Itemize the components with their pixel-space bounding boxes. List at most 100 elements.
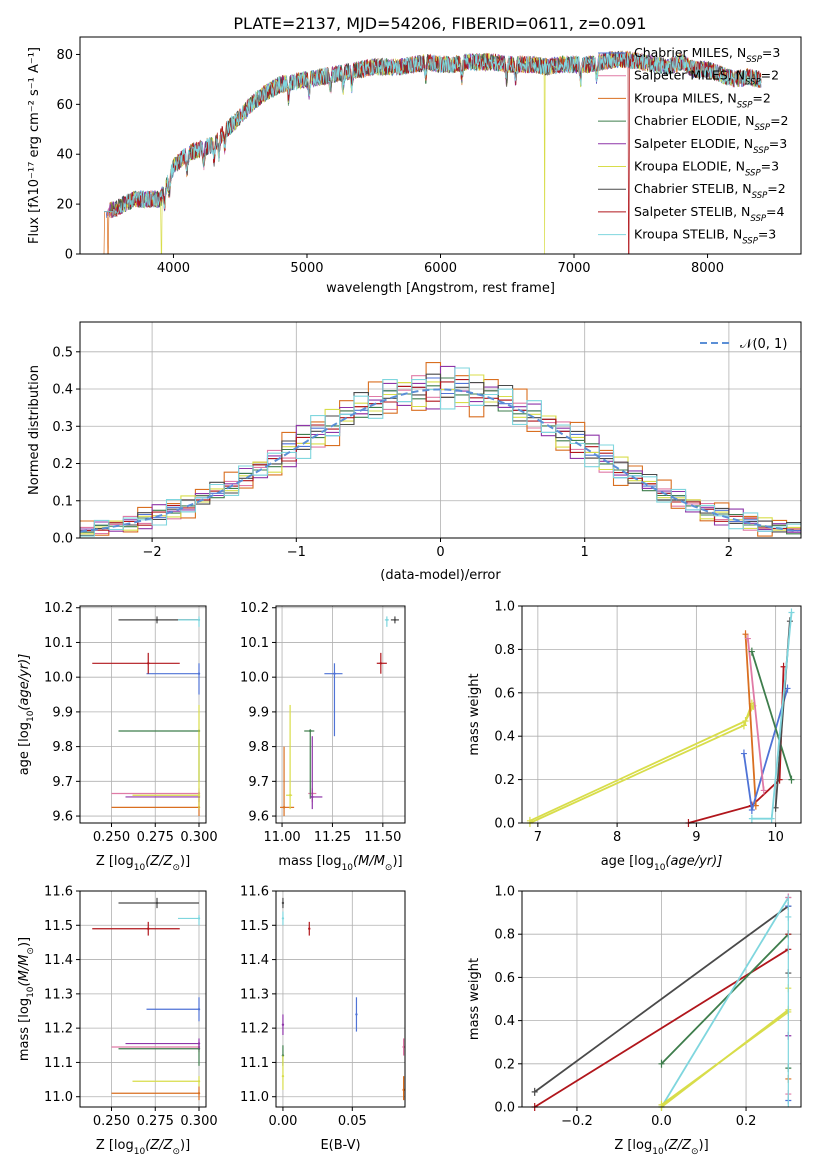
weight_vs_Z-frame bbox=[521, 890, 802, 1108]
spectrum-ytick-label: 0 bbox=[65, 248, 73, 263]
weight_vs_Z-ytick-label: 0.4 bbox=[494, 1014, 515, 1029]
figure-title: PLATE=2137, MJD=54206, FIBERID=0611, z=0… bbox=[233, 14, 646, 33]
age_vs_Z-xtick-label: 0.300 bbox=[180, 830, 217, 845]
age_vs_mass-ytick-label: 10.0 bbox=[240, 671, 269, 686]
weight-marker-chabrier-elodie bbox=[658, 1059, 665, 1068]
point-salpeter-miles bbox=[402, 1045, 405, 1049]
weight_vs_Z-ytick-label: 0.6 bbox=[494, 971, 515, 986]
age-vs-mass-panel: 11.00 11.25 11.50 9.6 9.7 9.8 9.9 10.0 10.1 10.2 m… bbox=[240, 601, 406, 873]
age_vs_Z-xtick-label: 0.275 bbox=[137, 830, 174, 845]
mass-weight-vs-age-panel: 7 8 9 10 0.0 0.2 0.4 0.6 0.8 1.0 age [log10(age/yr… bbox=[467, 600, 802, 873]
point-kroupa-miles bbox=[282, 806, 286, 809]
residuals-frame bbox=[79, 321, 802, 539]
mass_vs_ebv-ytick-label: 11.6 bbox=[240, 885, 269, 900]
histogram-chabrier-stelib bbox=[80, 373, 801, 536]
point-kroupa-stelib bbox=[281, 917, 285, 920]
age_vs_mass-frame bbox=[275, 605, 406, 824]
age-vs-metallicity-panel: 0.250 0.275 0.300 9.6 9.7 9.8 9.9 10.0 10.1 10.2 Z… bbox=[17, 601, 218, 873]
weight-marker-kroupa-elodie bbox=[526, 816, 533, 825]
legend-label-chabrier-elodie: Chabrier ELODIE, NSSP=2 bbox=[634, 113, 789, 133]
weight_vs_Z-ytick-label: 0.8 bbox=[494, 928, 515, 943]
residuals-ylabel: Normed distribution bbox=[27, 365, 42, 495]
residuals-ytick-label: 0.2 bbox=[52, 457, 73, 472]
weight_vs_Z-xlabel: Z [log10(Z/Z⊙)] bbox=[614, 1138, 708, 1157]
mass_vs_Z-ytick-label: 11.2 bbox=[44, 1022, 73, 1037]
point-salpeter-stelib bbox=[308, 927, 311, 930]
age_vs_mass-ytick-label: 9.7 bbox=[248, 775, 269, 790]
residuals-ytick-label: 0.1 bbox=[52, 494, 73, 509]
spectrum-ytick-label: 80 bbox=[56, 48, 73, 63]
weight_vs_age-xlabel: age [log10(age/yr)] bbox=[601, 854, 723, 873]
point-kroupa-miles bbox=[402, 1088, 405, 1092]
age_vs_mass-ytick-label: 9.9 bbox=[248, 705, 269, 720]
weight_vs_Z-ylabel: mass weight bbox=[467, 958, 482, 1040]
mass_vs_Z-ytick-label: 11.0 bbox=[44, 1090, 73, 1105]
legend-label-chabrier-stelib: Chabrier STELIB, NSSP=2 bbox=[634, 181, 786, 201]
age_vs_mass-ytick-label: 10.1 bbox=[240, 636, 269, 651]
mass_vs_Z-frame bbox=[79, 890, 207, 1108]
weight-marker-salpeter-miles bbox=[760, 786, 767, 795]
spectrum-panel: 4000 5000 6000 7000 8000 0 20 40 60 80 wavelength … bbox=[27, 36, 802, 296]
point-chabrier-stelib bbox=[155, 618, 159, 622]
weight_vs_age-xtick-label: 10 bbox=[767, 830, 784, 845]
age_vs_Z-xlabel: Z [log10(Z/Z⊙)] bbox=[96, 854, 190, 873]
mass_vs_Z-ytick-label: 11.3 bbox=[44, 987, 73, 1002]
weight_vs_age-ytick-label: 0.4 bbox=[494, 730, 515, 745]
age_vs_mass-ytick-label: 9.6 bbox=[248, 810, 269, 825]
age_vs_Z-ytick-label: 9.9 bbox=[52, 705, 73, 720]
mass-vs-metallicity-panel: 0.250 0.275 0.300 11.0 11.1 11.2 11.3 11.4 11.5 1… bbox=[17, 885, 218, 1158]
weight_vs_Z-xtick-label: 0.2 bbox=[736, 1114, 757, 1129]
weight-marker-kroupa-miles bbox=[742, 630, 749, 639]
legend-label-salpeter-miles: Salpeter MILES, NSSP=2 bbox=[634, 68, 779, 88]
mass_vs_ebv-ytick-label: 11.2 bbox=[240, 1022, 269, 1037]
weight-line-salpeter-miles bbox=[747, 638, 765, 791]
point-chabrier-stelib bbox=[393, 618, 397, 622]
residuals-xtick-label: 2 bbox=[725, 545, 733, 560]
residuals-xtick-label: −2 bbox=[143, 545, 162, 560]
weight-marker-kroupa-elodie bbox=[658, 1100, 665, 1109]
weight-line-kroupa-elodie bbox=[660, 1011, 789, 1106]
normal-curve bbox=[79, 388, 799, 533]
weight_vs_Z-ytick-label: 0.2 bbox=[494, 1057, 515, 1072]
legend-label-kroupa-elodie: Kroupa ELODIE, NSSP=3 bbox=[634, 159, 779, 179]
residuals-ytick-label: 0.3 bbox=[52, 420, 73, 435]
weight-line-kroupa-miles bbox=[744, 634, 757, 806]
age_vs_mass-ytick-label: 9.8 bbox=[248, 740, 269, 755]
weight-marker-kroupa-stelib bbox=[788, 608, 795, 617]
mass_vs_Z-xtick-label: 0.300 bbox=[180, 1114, 217, 1129]
age_vs_Z-ytick-label: 10.1 bbox=[44, 636, 73, 651]
spectrum-ytick-label: 40 bbox=[56, 148, 73, 163]
weight_vs_age-ytick-label: 0.8 bbox=[494, 643, 515, 658]
weight_vs_age-xtick-label: 8 bbox=[613, 830, 621, 845]
weight_vs_age-ytick-label: 0.2 bbox=[494, 773, 515, 788]
point-salpeter-stelib bbox=[379, 662, 383, 665]
weight-line-kroupa-elodie bbox=[529, 705, 755, 822]
spectrum-ytick-label: 60 bbox=[56, 98, 73, 113]
age_vs_Z-ytick-label: 9.7 bbox=[52, 775, 73, 790]
residuals-xtick-label: 1 bbox=[581, 545, 589, 560]
spectrum-xtick-label: 4000 bbox=[157, 261, 190, 276]
spectrum-xtick-label: 5000 bbox=[290, 261, 323, 276]
mass_vs_ebv-ytick-label: 11.5 bbox=[240, 919, 269, 934]
legend-label-kroupa-miles: Kroupa MILES, NSSP=2 bbox=[634, 90, 771, 110]
weight-marker-chabrier-stelib bbox=[531, 1087, 538, 1096]
mass_vs_Z-ytick-label: 11.4 bbox=[44, 953, 73, 968]
weight-line-chabrier-elodie bbox=[751, 651, 793, 780]
age_vs_mass-xtick-label: 11.50 bbox=[364, 830, 401, 845]
mass-weight-vs-metallicity-panel: −0.2 0.0 0.2 0.0 0.2 0.4 0.6 0.8 1.0 Z [log10(Z/Z… bbox=[467, 885, 802, 1157]
spectrum-xtick-label: 6000 bbox=[424, 261, 457, 276]
point-kroupa-stelib bbox=[385, 618, 389, 622]
mass-vs-ebv-panel: 0.00 0.05 11.0 11.1 11.2 11.3 11.4 11.5 11.6 E(B-… bbox=[240, 885, 406, 1153]
spectrum-xlabel: wavelength [Angstrom, rest frame] bbox=[326, 281, 555, 296]
point-kroupa-elodie bbox=[281, 1074, 285, 1078]
weight_vs_age-xtick-label: 7 bbox=[534, 830, 542, 845]
weight-line-salpeter-stelib bbox=[534, 948, 789, 1108]
legend-label-chabrier-miles: Chabrier MILES, NSSP=3 bbox=[634, 45, 780, 65]
mass_vs_Z-xtick-label: 0.250 bbox=[93, 1114, 130, 1129]
residuals-ytick-label: 0.4 bbox=[52, 383, 73, 398]
point-kroupa-miles bbox=[197, 1092, 201, 1095]
age_vs_mass-xlabel: mass [log10(M/M⊙)] bbox=[278, 854, 402, 873]
mass_vs_ebv-ytick-label: 11.4 bbox=[240, 953, 269, 968]
age_vs_mass-xtick-label: 11.00 bbox=[263, 830, 300, 845]
